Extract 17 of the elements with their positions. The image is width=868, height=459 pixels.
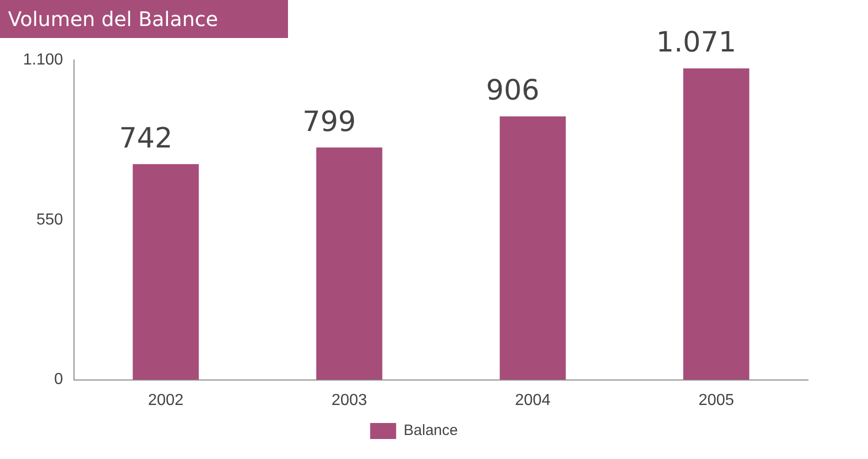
legend-label: Balance — [404, 422, 458, 440]
bar — [132, 164, 199, 380]
data-label: 799 — [302, 104, 356, 138]
bar — [500, 116, 566, 380]
x-tick-label: 2002 — [148, 392, 184, 409]
y-tick-label: 0 — [54, 371, 64, 388]
data-label: 1.071 — [656, 26, 736, 59]
x-tick-label: 2003 — [331, 392, 368, 409]
bar — [316, 148, 382, 380]
x-tick-label: 2004 — [514, 392, 551, 409]
bar — [683, 68, 750, 380]
chart-title: Volumen del Balance — [0, 0, 288, 38]
x-tick-label: 2005 — [698, 392, 734, 409]
y-tick-label: 550 — [36, 211, 64, 228]
y-tick-label: 1.100 — [22, 51, 64, 68]
data-label: 906 — [486, 74, 540, 107]
data-label: 742 — [119, 121, 173, 154]
